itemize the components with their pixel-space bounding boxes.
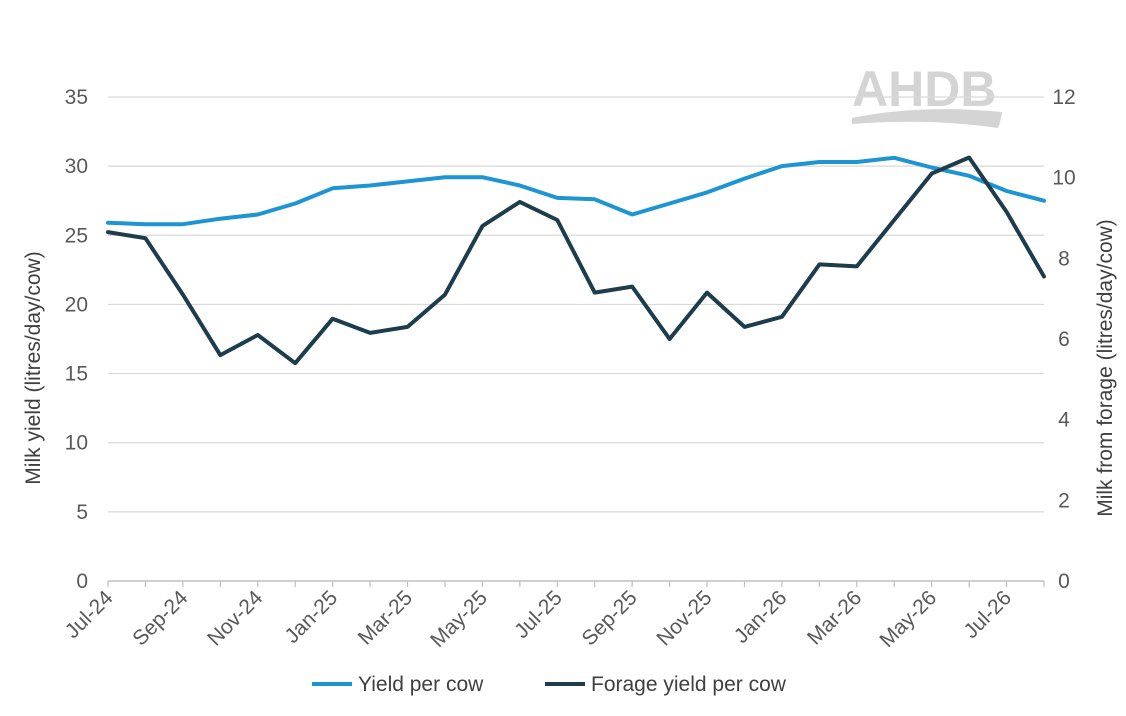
left-y-tick-label: 30: [65, 155, 88, 178]
right-y-tick-label: 4: [1058, 409, 1070, 432]
legend-label-forage-yield-per-cow: Forage yield per cow: [591, 673, 787, 696]
x-tick-label: Nov-24: [203, 586, 267, 650]
right-y-axis-title: Milk from forage (litres/day/cow): [1094, 219, 1117, 517]
x-tick-label: Sep-25: [578, 586, 642, 650]
left-y-axis-title: Milk yield (litres/day/cow): [22, 251, 45, 484]
x-tick-label: Sep-24: [128, 586, 192, 650]
x-tick-label: May-26: [875, 586, 941, 652]
ahdb-logo: AHDB: [852, 61, 1002, 128]
right-y-tick-label: 10: [1052, 167, 1075, 190]
x-tick-label: Jan-25: [281, 586, 343, 648]
left-y-tick-label: 15: [65, 363, 88, 386]
legend-item-yield-per-cow[interactable]: Yield per cow: [312, 673, 484, 696]
x-tick-label: Jan-26: [730, 586, 792, 648]
left-y-tick-label: 20: [65, 293, 88, 316]
left-y-tick-label: 10: [65, 432, 88, 455]
x-axis-ticks: Jul-24 Sep-24 Nov-24 Jan-25 Mar-25 May-25 Jul-…: [61, 581, 1045, 652]
right-y-tick-label: 12: [1052, 86, 1075, 109]
left-y-axis-ticks: 0 5 10 15 20 25 30 35: [65, 86, 88, 593]
x-tick-label: Jul-24: [61, 586, 118, 643]
left-y-tick-label: 25: [65, 224, 88, 247]
left-y-tick-label: 0: [76, 570, 88, 593]
right-y-tick-label: 2: [1058, 489, 1070, 512]
x-tick-label: Mar-26: [803, 586, 866, 649]
series-lines: [106, 155, 1046, 366]
x-tick-label: Mar-25: [354, 586, 417, 649]
x-tick-label: Jul-26: [959, 586, 1016, 643]
yield-per-cow-line: [106, 155, 1046, 227]
legend: Yield per cow Forage yield per cow: [312, 673, 787, 696]
x-tick-label: Jul-25: [510, 586, 567, 643]
ahdb-logo-swoosh-icon: [852, 109, 1002, 128]
ahdb-logo-text: AHDB: [852, 61, 996, 117]
right-y-tick-label: 6: [1058, 328, 1070, 351]
right-y-tick-label: 8: [1058, 247, 1070, 270]
forage-yield-per-cow-line: [106, 155, 1046, 366]
gridlines: [108, 96, 1044, 513]
legend-item-forage-yield-per-cow[interactable]: Forage yield per cow: [545, 673, 787, 696]
right-y-tick-label: 0: [1058, 570, 1070, 593]
x-tick-label: May-25: [426, 586, 492, 652]
left-y-tick-label: 35: [65, 86, 88, 109]
left-y-tick-label: 5: [76, 501, 88, 524]
x-tick-label: Nov-25: [652, 586, 716, 650]
legend-label-yield-per-cow: Yield per cow: [358, 673, 484, 696]
right-y-axis-ticks: 0 2 4 6 8 10 12: [1052, 86, 1075, 593]
